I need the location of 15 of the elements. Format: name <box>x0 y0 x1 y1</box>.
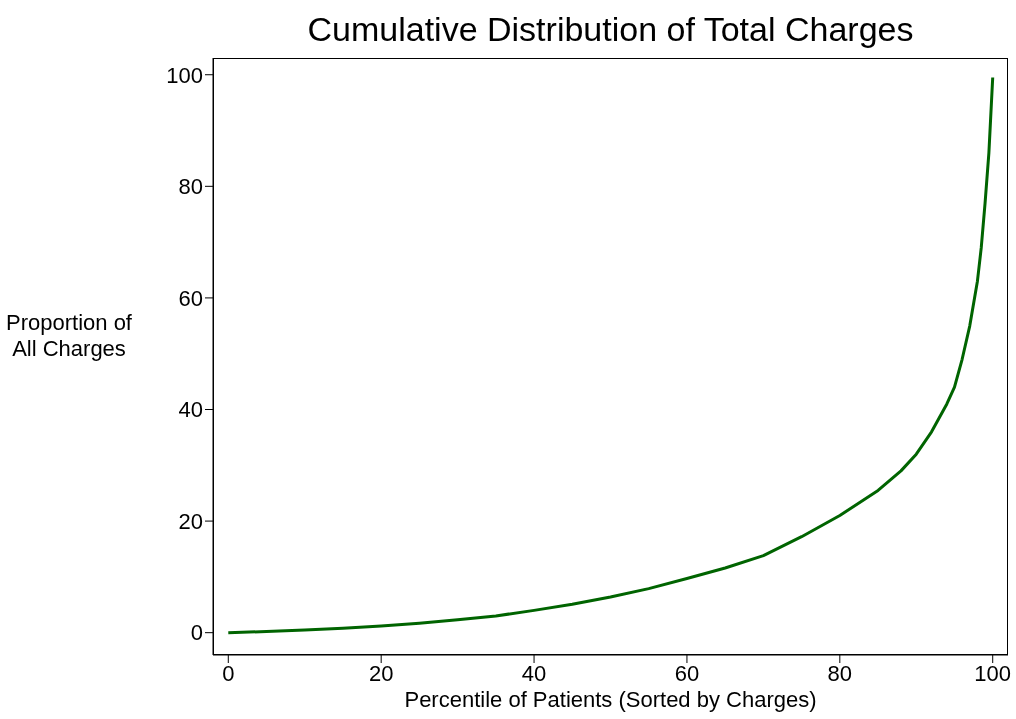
x-tick-label: 60 <box>674 660 700 686</box>
y-tick-label: 20 <box>178 508 203 534</box>
y-tick-label: 100 <box>166 62 203 88</box>
x-tick-label: 40 <box>521 660 547 686</box>
y-tick-label: 80 <box>178 174 203 200</box>
y-tick-label: 0 <box>190 620 203 646</box>
x-axis-title: Percentile of Patients (Sorted by Charges) <box>403 687 818 713</box>
y-tick-label: 40 <box>178 397 203 423</box>
x-tick-label: 80 <box>827 660 853 686</box>
x-tick-label: 20 <box>368 660 394 686</box>
x-tick-label: 100 <box>974 660 1012 686</box>
x-tick-label: 0 <box>222 660 235 686</box>
chart-title: Cumulative Distribution of Total Charges <box>306 10 915 49</box>
y-tick-label: 60 <box>178 285 203 311</box>
y-axis-title: Proportion of All Charges <box>5 310 133 362</box>
